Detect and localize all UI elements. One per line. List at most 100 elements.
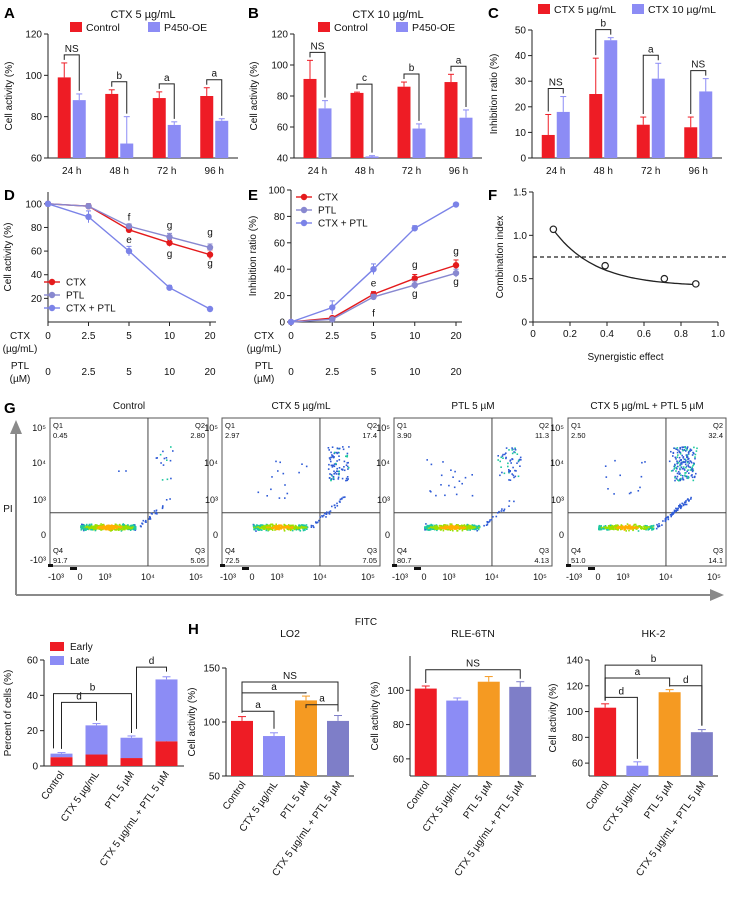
- flow-dot: [261, 529, 263, 531]
- flow-dot: [505, 456, 507, 459]
- flow-dot: [120, 530, 123, 532]
- bar-series2: [556, 111, 570, 158]
- y-tick-label: 80: [393, 720, 405, 731]
- flow-dot: [687, 465, 690, 468]
- flow-dot: [342, 446, 344, 448]
- chart-title: HK-2: [642, 628, 666, 640]
- flow-dot: [676, 456, 679, 458]
- flow-dot: [123, 528, 125, 530]
- legend-label: CTX 5 µg/mL: [554, 4, 616, 16]
- flow-dot: [475, 525, 477, 527]
- flow-dot: [691, 468, 694, 470]
- flow-dot: [333, 470, 335, 473]
- row1-tick-label: 2.5: [82, 331, 96, 342]
- flow-dot: [471, 526, 473, 528]
- y-tick-label: 1.5: [513, 188, 527, 199]
- flow-dot: [458, 480, 461, 482]
- flow-dot: [508, 449, 510, 451]
- flow-dot: [259, 525, 261, 527]
- flow-dot: [695, 472, 697, 475]
- flow-dot: [155, 511, 158, 514]
- point-label: g: [207, 258, 213, 269]
- x-tick-label: 10³: [270, 572, 283, 582]
- flow-dot: [665, 518, 667, 521]
- flow-dot: [681, 448, 684, 451]
- flow-dot: [677, 507, 680, 510]
- flow-dot: [88, 525, 90, 528]
- significance-bracket: [669, 685, 703, 726]
- flow-dot: [156, 457, 158, 459]
- flow-dot: [127, 527, 129, 530]
- flow-dot: [687, 464, 690, 466]
- flow-dot: [611, 526, 614, 528]
- legend-swatch: [396, 22, 408, 32]
- flow-dot: [107, 524, 109, 527]
- flow-dot: [259, 528, 262, 531]
- flow-dot: [102, 527, 105, 529]
- flow-dot: [132, 528, 134, 531]
- data-point: [370, 266, 377, 273]
- flow-dot: [288, 526, 291, 528]
- flow-dot: [675, 478, 678, 480]
- flow-dot: [113, 525, 116, 527]
- flow-dot: [447, 525, 450, 528]
- flow-dot: [256, 524, 258, 526]
- flow-dot: [628, 492, 631, 495]
- x-tick-label: 10⁴: [659, 572, 673, 582]
- flow-dot: [432, 527, 434, 529]
- flow-dot: [680, 462, 682, 464]
- flow-dot: [676, 509, 679, 511]
- flow-dot: [437, 527, 440, 529]
- x-tick-label: 10⁴: [141, 572, 155, 582]
- flow-dot: [650, 526, 652, 528]
- flow-dot: [678, 479, 680, 482]
- bar: [414, 688, 437, 776]
- flow-dot: [512, 466, 514, 469]
- flow-dot: [673, 465, 675, 468]
- chart-title: CTX 5 µg/mL: [110, 9, 175, 21]
- flow-dot: [445, 524, 447, 526]
- flow-dot: [336, 505, 339, 507]
- row2-tick-label: 0: [45, 367, 51, 378]
- flow-dot: [499, 460, 501, 463]
- flow-dot: [676, 467, 678, 470]
- flow-dot: [501, 508, 503, 510]
- flow-dot: [132, 524, 135, 527]
- flow-panel-title: CTX 5 µg/mL + PTL 5 µM: [590, 401, 703, 412]
- flow-dot: [96, 524, 99, 527]
- flow-dot: [459, 527, 462, 529]
- flow-dot: [92, 525, 95, 528]
- flow-dot: [296, 528, 299, 530]
- flow-dot: [688, 472, 690, 474]
- flow-dot: [271, 529, 274, 531]
- flow-dot: [161, 506, 164, 508]
- quadrant-name: Q1: [571, 421, 581, 430]
- flow-dot: [332, 464, 334, 467]
- flow-dot: [338, 455, 340, 457]
- legend-swatch: [318, 22, 330, 32]
- flow-dot: [291, 524, 293, 527]
- flow-dot: [338, 447, 341, 450]
- flow-dot: [153, 510, 156, 512]
- y-tick-label: 60: [27, 656, 39, 667]
- stacked-bar-late: [85, 725, 108, 755]
- fit-curve: [552, 229, 696, 286]
- legend-swatch: [148, 22, 160, 32]
- y-tick-label: 120: [271, 30, 288, 41]
- flow-dot: [473, 524, 476, 527]
- flow-dot: [488, 520, 491, 523]
- flow-dot: [429, 524, 431, 527]
- bar-series1: [303, 78, 317, 158]
- flow-dot: [107, 527, 109, 530]
- flow-dot: [95, 528, 97, 531]
- flow-dot: [298, 471, 300, 474]
- data-point: [691, 280, 700, 288]
- flow-dot: [295, 529, 298, 531]
- flow-dot: [462, 525, 465, 528]
- flow-dot: [445, 527, 448, 530]
- flow-dot: [315, 521, 317, 523]
- flow-dot: [645, 527, 648, 530]
- flow-dot: [442, 461, 444, 463]
- flow-dot: [634, 523, 637, 526]
- flow-dot: [443, 524, 445, 526]
